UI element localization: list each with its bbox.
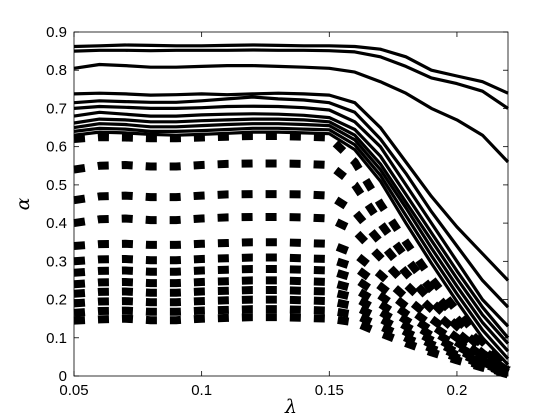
dashed-series-line-20 — [73, 286, 510, 378]
solid-series-line-3 — [73, 62, 510, 164]
dashed-series-line-14 — [73, 190, 511, 374]
dashed-series-line-17 — [73, 253, 510, 376]
x-axis: 0.05 0.1 0.15 0.2 — [59, 32, 467, 399]
y-tick-label-2: 0.1 — [46, 330, 67, 347]
y-tick-label-4: 0.3 — [46, 253, 67, 270]
y-tick-label-6: 0.5 — [46, 177, 67, 194]
y-tick-label-9: 0.8 — [46, 62, 67, 79]
dashed-series-line-23 — [73, 313, 510, 379]
dashed-series-line-16 — [73, 238, 511, 376]
solid-series-line-8 — [73, 117, 510, 345]
y-axis: 0 0.1 0.2 0.3 0.4 0.5 0.6 0.7 0.8 0.9 — [46, 24, 508, 385]
y-tick-label-3: 0.2 — [46, 292, 67, 309]
y-axis-label: α — [12, 197, 34, 210]
solid-series-line-10 — [73, 126, 510, 360]
solid-series-line-4 — [73, 91, 510, 282]
solid-series-line-7 — [73, 110, 510, 339]
plot-frame — [73, 31, 509, 377]
y-tick-label-5: 0.4 — [46, 215, 67, 232]
series-layer — [73, 43, 511, 379]
y-tick-label-7: 0.6 — [46, 139, 67, 156]
dashed-series-line-12 — [73, 132, 511, 372]
x-tick-label-2: 0.1 — [191, 382, 212, 399]
x-tick-label-4: 0.2 — [447, 382, 468, 399]
solid-series-line-2 — [73, 48, 509, 110]
y-tick-label-10: 0.9 — [46, 24, 67, 41]
solid-series-line-1 — [73, 43, 509, 95]
dashed-series-line-18 — [73, 265, 510, 377]
x-tick-label-3: 0.15 — [315, 382, 344, 399]
dashed-series-line-15 — [73, 213, 511, 375]
solid-series-line-6 — [73, 104, 510, 328]
y-tick-label-1: 0 — [59, 368, 67, 385]
dashed-series-line-13 — [73, 159, 511, 373]
solid-series-line-9 — [73, 122, 510, 353]
dashed-series-line-21 — [73, 295, 510, 378]
solid-series-line-5 — [73, 95, 510, 309]
x-tick-label-1: 0.05 — [59, 382, 88, 399]
x-axis-label: λ — [284, 396, 297, 418]
dashed-series-line-19 — [73, 276, 510, 377]
y-tick-label-8: 0.7 — [46, 100, 67, 117]
